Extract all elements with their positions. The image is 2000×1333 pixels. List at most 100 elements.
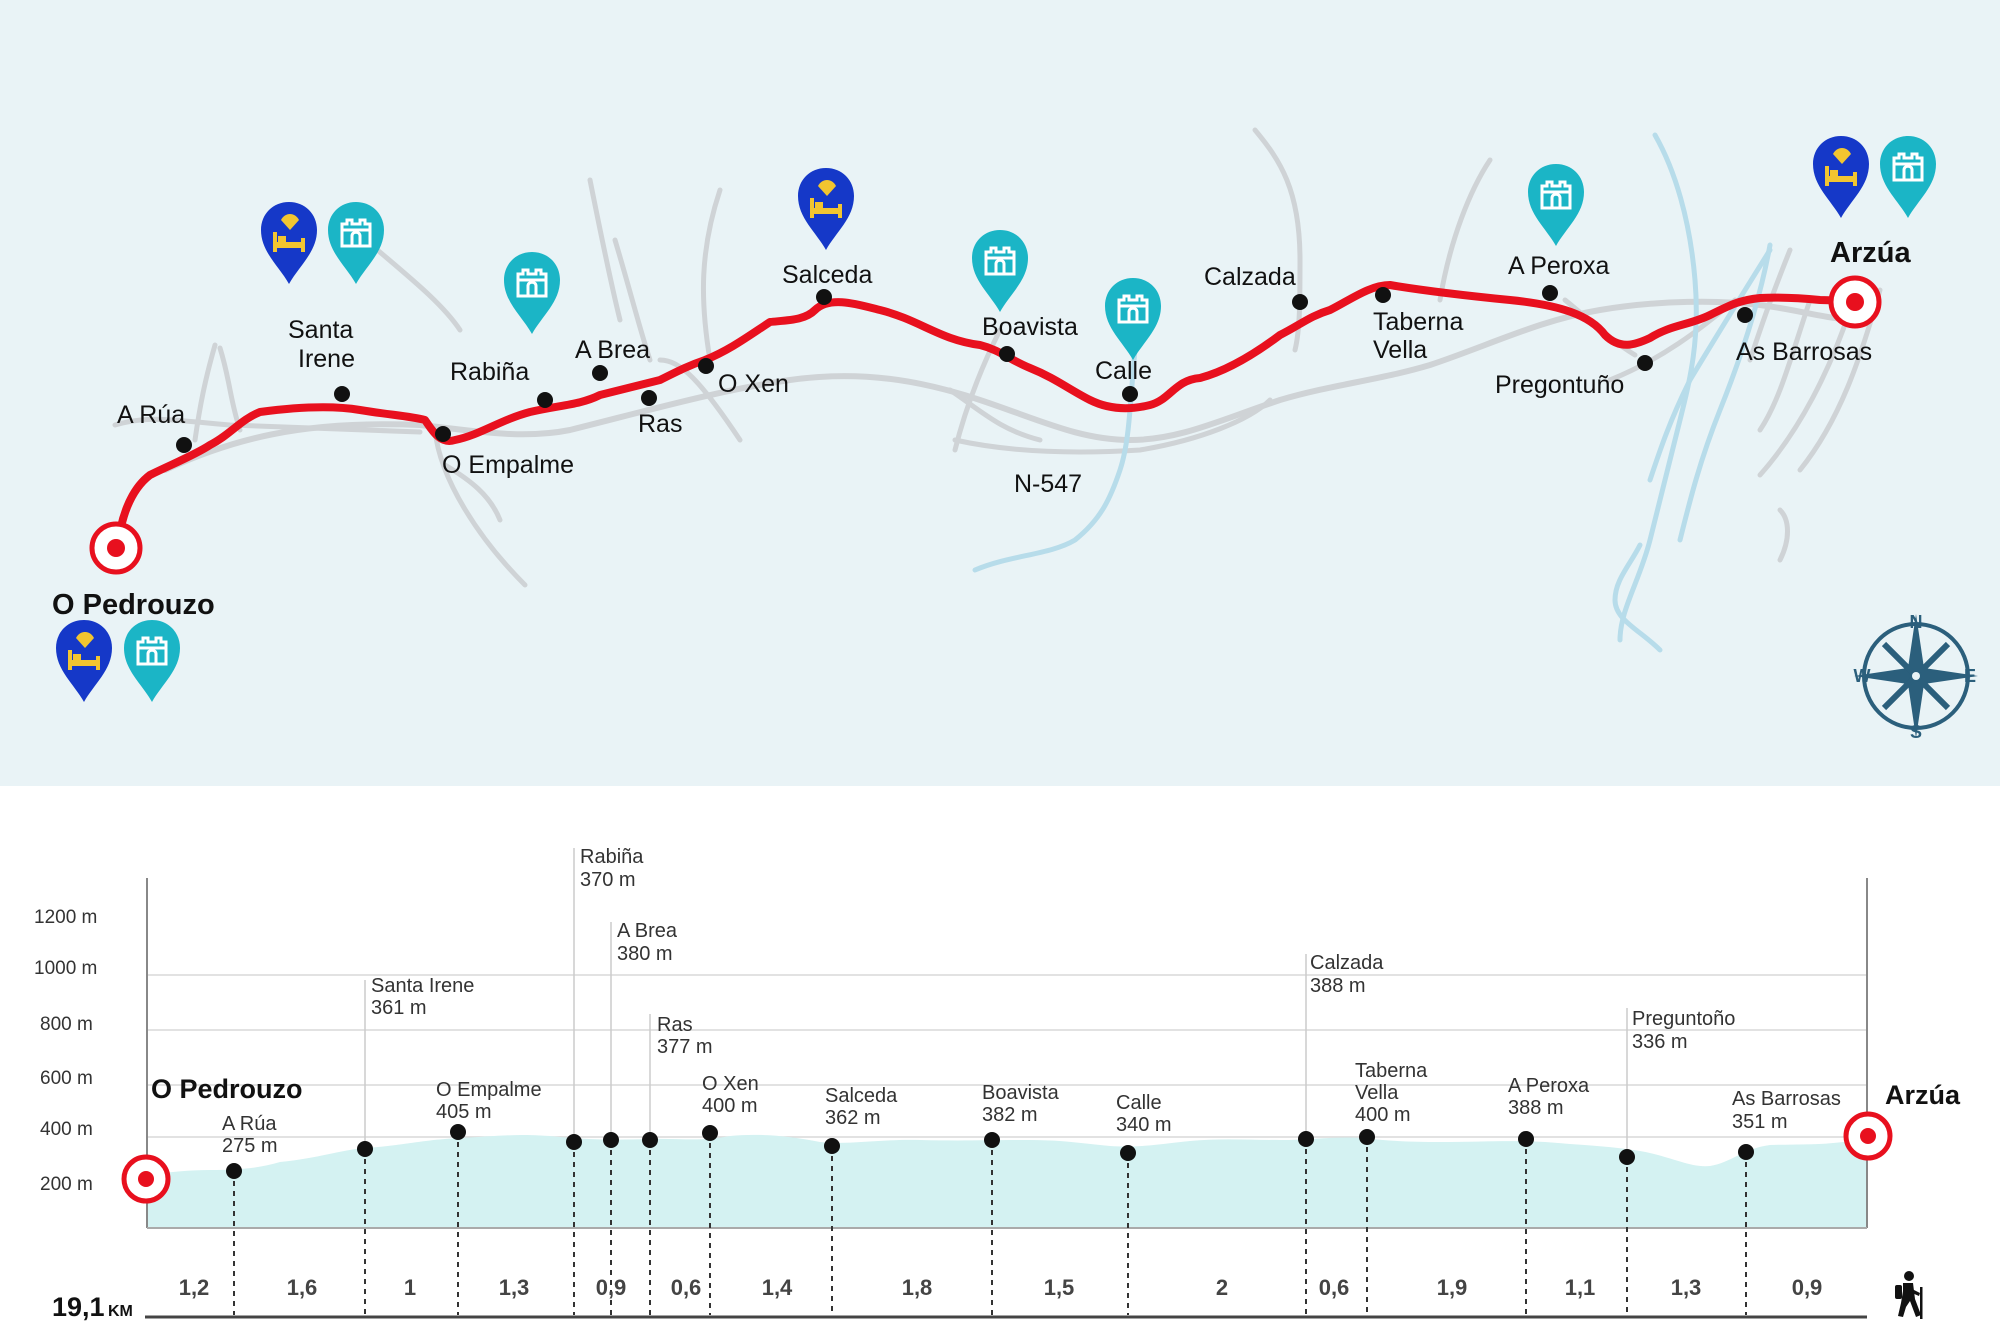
stop-dot [1738,1144,1754,1160]
place-label-pregontuno: Pregontuño [1495,371,1624,399]
stop-dot [984,1132,1000,1148]
segment-distance: 1 [404,1275,416,1300]
profile-start-label: O Pedrouzo [151,1074,303,1104]
place-label-o-xen: O Xen [718,370,789,398]
place-label-a-peroxa: A Peroxa [1508,252,1610,280]
total-distance-unit: KM [108,1303,133,1320]
elevation-profile: 1200 m 1000 m 800 m 600 m 400 m 200 m A … [34,846,1961,1322]
stop-dot [357,1141,373,1157]
place-label-a-rua: A Rúa [117,401,185,429]
stop-dot [603,1132,619,1148]
place-label-salceda: Salceda [782,261,872,289]
segment-distance: 1,2 [179,1275,210,1300]
place-label-santa-irene-2: Irene [298,345,355,373]
y-axis-label: 1000 m [34,958,97,979]
elevation-area [147,1134,1867,1228]
stop-elevation: 405 m [436,1101,492,1123]
stop-dot [1619,1149,1635,1165]
stop-elevation: 388 m [1310,975,1366,997]
place-label-o-empalme: O Empalme [442,451,574,479]
stop-dot [824,1138,840,1154]
stop-name: Rabiña [580,846,644,868]
segment-distance: 1,4 [762,1275,793,1300]
compass-north-label: N [1910,612,1923,632]
stop-name-2: Vella [1355,1082,1399,1104]
segment-distance: 0,9 [596,1275,627,1300]
profile-start-target [121,1154,171,1204]
place-dot-o-empalme [435,426,451,442]
segment-distance: 1,8 [902,1275,933,1300]
compass-west-label: W [1854,666,1871,686]
stop-elevation: 351 m [1732,1111,1788,1133]
y-axis-label: 200 m [40,1174,93,1195]
place-dot-taberna-vella [1375,287,1391,303]
segment-distance: 0,6 [671,1275,702,1300]
place-dot-rabina [537,392,553,408]
end-target [1828,275,1882,329]
place-dot-o-xen [698,358,714,374]
start-label: O Pedrouzo [52,589,215,621]
segment-distance: 1,9 [1437,1275,1468,1300]
place-dot-a-brea [592,365,608,381]
stop-name: As Barrosas [1732,1088,1841,1110]
place-dot-santa-irene [334,386,350,402]
stop-dot [1359,1129,1375,1145]
stop-name: Preguntoño [1632,1008,1735,1030]
compass-rose-icon: N S E W [1854,612,1978,742]
place-dot-ras [641,390,657,406]
place-label-boavista: Boavista [982,313,1078,341]
stop-name: A Peroxa [1508,1075,1590,1097]
place-label-as-barrosas: As Barrosas [1736,338,1872,366]
stop-elevation: 370 m [580,869,636,891]
rivers [972,132,1773,653]
compass-east-label: E [1964,666,1976,686]
hiker-icon [1895,1271,1923,1319]
segment-distance: 1,5 [1044,1275,1075,1300]
place-dot-calzada [1292,294,1308,310]
place-label-rabina: Rabiña [450,358,529,386]
stop-elevation: 400 m [1355,1104,1411,1126]
stop-elevation: 400 m [702,1095,758,1117]
segment-distance: 0,9 [1792,1275,1823,1300]
segment-distance: 1,6 [287,1275,318,1300]
stop-elevation: 340 m [1116,1114,1172,1136]
stop-name: Calzada [1310,952,1384,974]
stop-elevation: 336 m [1632,1031,1688,1053]
stop-name: A Rúa [222,1113,277,1135]
stop-name: O Xen [702,1073,759,1095]
stop-name: Taberna [1355,1060,1428,1082]
stop-elevation: 361 m [371,997,427,1019]
stop-name: Santa Irene [371,975,474,997]
stop-name: Ras [657,1014,693,1036]
stop-dot [450,1124,466,1140]
stop-name: Boavista [982,1082,1060,1104]
segment-distance: 1,3 [1671,1275,1702,1300]
map-background [0,0,2000,786]
y-axis-label: 800 m [40,1014,93,1035]
place-dot-calle [1122,386,1138,402]
stop-elevation: 362 m [825,1107,881,1129]
stop-dot [642,1132,658,1148]
profile-stops: A Rúa 275 m Santa Irene 361 m O Empalme … [222,846,1841,1315]
y-axis-label: 400 m [40,1119,93,1140]
profile-end-target [1843,1111,1893,1161]
stop-dot [1298,1131,1314,1147]
place-dot-a-peroxa [1542,285,1558,301]
stop-name: A Brea [617,920,678,942]
road-n547 [162,298,1863,473]
end-target-center [1846,293,1864,311]
y-axis-label: 1200 m [34,907,97,928]
place-dot-a-rua [176,437,192,453]
road-label: N-547 [1014,470,1082,498]
stop-dot [566,1134,582,1150]
place-label-taberna-vella-1: Taberna [1373,308,1463,336]
compass-south-label: S [1910,722,1922,742]
stop-elevation: 382 m [982,1104,1038,1126]
place-label-santa-irene-1: Santa [288,316,353,344]
place-label-a-brea: A Brea [575,336,650,364]
stop-name: Salceda [825,1085,898,1107]
segment-distances: 1,2 1,6 1 1,3 0,9 0,6 1,4 1,8 1,5 2 0,6 … [179,1275,1823,1300]
stop-elevation: 380 m [617,943,673,965]
total-distance: 19,1 [52,1292,105,1322]
